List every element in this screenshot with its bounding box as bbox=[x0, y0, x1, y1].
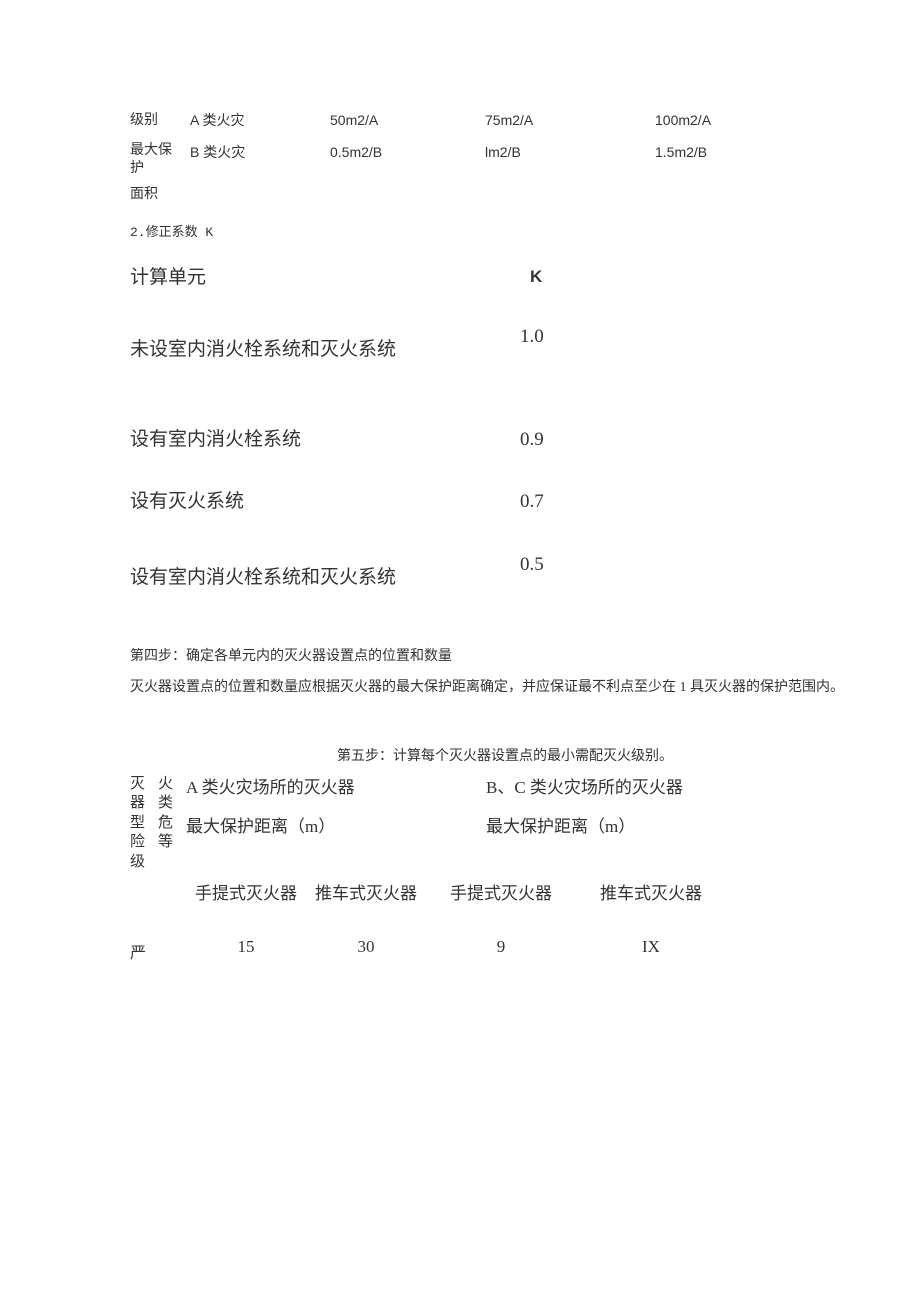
table2-row: 设有灭火系统 0.7 bbox=[130, 488, 880, 517]
unit-name: 未设室内消火栓系统和灭火系统 bbox=[130, 323, 520, 376]
rh-char: 火 bbox=[158, 775, 186, 795]
correction-factor-table: 计算单元 K 未设室内消火栓系统和灭火系统 1.0 设有室内消火栓系统 0.9 … bbox=[130, 264, 880, 604]
label-line: 面积 bbox=[130, 186, 190, 204]
row-label: 级别 bbox=[130, 110, 190, 131]
fire-class-a: A 类火灾 bbox=[190, 112, 244, 128]
rh-char: 类 bbox=[158, 794, 186, 814]
row-label-multiline: 最大保 护 面积 bbox=[130, 142, 190, 205]
data-value: IX bbox=[576, 934, 726, 966]
header-k: K bbox=[520, 264, 600, 290]
header-unit: 计算单元 bbox=[130, 264, 520, 293]
table3-row-header: 灭 器 型 火 类 危 险 级 等 bbox=[130, 775, 186, 873]
rh-char: 级 bbox=[130, 853, 158, 873]
cell-value: lm2/B bbox=[485, 144, 521, 160]
k-value: 1.0 bbox=[520, 323, 600, 352]
table3-subheader-row: 手提式灭火器 推车式灭火器 手提式灭火器 推车式灭火器 bbox=[186, 872, 880, 916]
table3-top-row: A 类火灾场所的灭火器 B、C 类火灾场所的灭火器 bbox=[186, 775, 880, 801]
rh-char: 等 bbox=[158, 833, 186, 853]
k-value: 0.5 bbox=[520, 551, 600, 580]
step4-title: 第四步：确定各单元内的灭火器设置点的位置和数量 bbox=[130, 642, 880, 673]
col-header-bc: B、C 类火灾场所的灭火器 bbox=[486, 775, 766, 801]
k-value: 0.7 bbox=[520, 488, 600, 517]
subcol-wheeled-b: 推车式灭火器 bbox=[576, 872, 726, 916]
unit-name: 设有室内消火栓系统和灭火系统 bbox=[130, 551, 520, 604]
table3-data-row: 严 15 30 9 IX bbox=[130, 934, 880, 966]
rh-char: 灭 bbox=[130, 775, 158, 795]
data-value: 15 bbox=[186, 934, 306, 966]
label-line: 最大保 bbox=[130, 142, 190, 160]
data-value: 9 bbox=[426, 934, 576, 966]
step5-title: 第五步：计算每个灭火器设置点的最小需配灭火级别。 bbox=[130, 746, 880, 767]
table3-header-container: 灭 器 型 火 类 危 险 级 等 bbox=[130, 775, 880, 873]
max-distance-label-b: 最大保护距离（m） bbox=[486, 814, 766, 840]
col-header-a: A 类火灾场所的灭火器 bbox=[186, 775, 486, 801]
table1-row-a: 级别 A 类火灾 50m2/A 75m2/A 100m2/A bbox=[130, 110, 880, 132]
subheading-k-factor: 2.修正系数 K bbox=[130, 223, 880, 243]
unit-name: 设有灭火系统 bbox=[130, 488, 520, 517]
rh-char: 器 bbox=[130, 794, 158, 814]
cell-value: 1.5m2/B bbox=[655, 144, 707, 160]
rh-char: 险 bbox=[130, 833, 158, 853]
max-distance-table: 灭 器 型 火 类 危 险 级 等 bbox=[130, 775, 880, 967]
risk-level-label: 严 bbox=[130, 934, 186, 966]
step4-block: 第四步：确定各单元内的灭火器设置点的位置和数量 灭火器设置点的位置和数量应根据灭… bbox=[130, 642, 880, 704]
subcol-portable-b: 手提式灭火器 bbox=[426, 872, 576, 916]
table2-row: 设有室内消火栓系统和灭火系统 0.5 bbox=[130, 551, 880, 604]
cell-value: 50m2/A bbox=[330, 112, 378, 128]
k-value: 0.9 bbox=[520, 426, 600, 455]
fire-class-b: B 类火灾 bbox=[190, 144, 245, 160]
table3-mid-row: 最大保护距离（m） 最大保护距离（m） bbox=[186, 814, 880, 840]
cell-value: 75m2/A bbox=[485, 112, 533, 128]
max-distance-label-a: 最大保护距离（m） bbox=[186, 814, 486, 840]
rh-char: 型 bbox=[130, 814, 158, 834]
subcol-portable-a: 手提式灭火器 bbox=[186, 872, 306, 916]
label-line: 护 bbox=[130, 160, 190, 178]
cell-value: 0.5m2/B bbox=[330, 144, 382, 160]
data-value: 30 bbox=[306, 934, 426, 966]
step4-body: 灭火器设置点的位置和数量应根据灭火器的最大保护距离确定，并应保证最不利点至少在 … bbox=[130, 673, 880, 704]
table3-body: A 类火灾场所的灭火器 B、C 类火灾场所的灭火器 最大保护距离（m） 最大保护… bbox=[186, 775, 880, 873]
table2-row: 未设室内消火栓系统和灭火系统 1.0 bbox=[130, 323, 880, 376]
protection-area-table: 级别 A 类火灾 50m2/A 75m2/A 100m2/A 最大保 护 面积 … bbox=[130, 110, 880, 205]
table2-row: 设有室内消火栓系统 0.9 bbox=[130, 426, 880, 455]
subcol-wheeled-a: 推车式灭火器 bbox=[306, 872, 426, 916]
unit-name: 设有室内消火栓系统 bbox=[130, 426, 520, 455]
cell-value: 100m2/A bbox=[655, 112, 711, 128]
table1-row-b: 最大保 护 面积 B 类火灾 0.5m2/B lm2/B 1.5m2/B bbox=[130, 142, 880, 205]
rh-char: 危 bbox=[158, 814, 186, 834]
table2-header: 计算单元 K bbox=[130, 264, 880, 293]
